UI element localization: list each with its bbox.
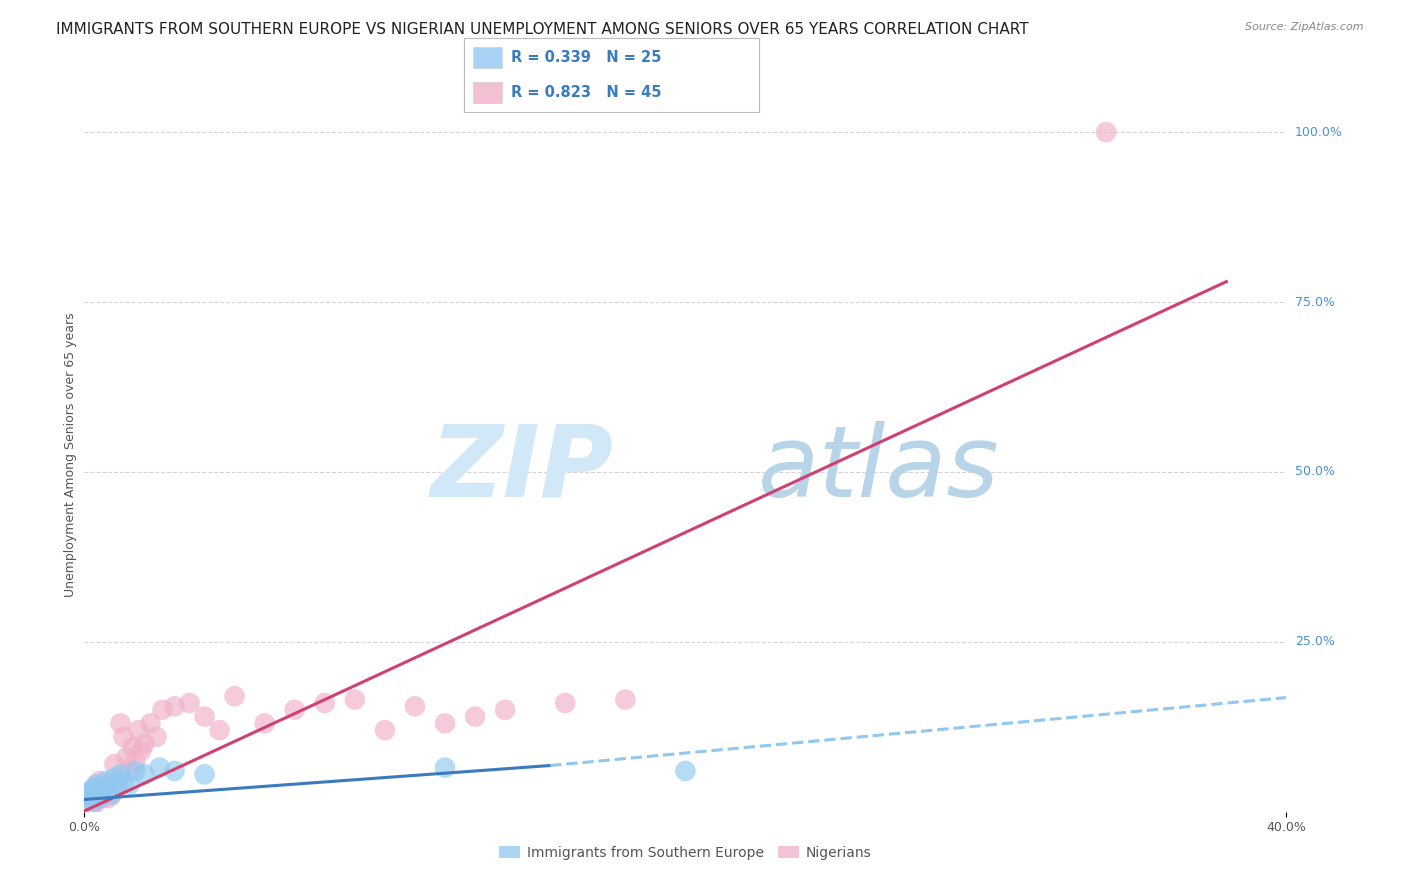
Point [404,699,426,714]
Point [494,703,516,717]
Point [127,723,149,738]
Point [253,716,276,731]
Point [434,716,457,731]
Point [118,778,141,792]
Point [194,709,217,723]
Point [82,780,104,795]
Point [103,771,125,785]
Point [82,795,104,809]
Point [100,788,122,802]
Point [89,780,111,795]
Point [163,699,186,714]
Point [91,784,114,798]
Point [82,797,104,812]
Point [343,692,366,706]
Point [131,743,153,757]
Point [121,740,143,755]
Point [163,764,186,778]
Point [89,774,111,789]
Bar [472,82,502,103]
Point [107,778,129,792]
Text: R = 0.339   N = 25: R = 0.339 N = 25 [512,50,662,65]
Text: Source: ZipAtlas.com: Source: ZipAtlas.com [1246,22,1364,32]
Point [124,764,146,778]
Point [86,795,108,809]
Point [224,689,246,703]
Point [1095,125,1118,139]
Point [86,778,108,792]
Point [97,778,120,792]
Point [139,716,162,731]
Legend: Immigrants from Southern Europe, Nigerians: Immigrants from Southern Europe, Nigeria… [494,840,877,865]
Y-axis label: Unemployment Among Seniors over 65 years: Unemployment Among Seniors over 65 years [65,312,77,598]
Bar [472,47,502,68]
Point [76,791,98,805]
Text: atlas: atlas [758,421,1000,517]
Point [79,788,101,802]
Point [112,730,135,744]
Point [86,788,108,802]
Point [284,703,307,717]
Point [94,774,117,789]
Point [79,791,101,805]
Point [145,730,167,744]
Point [103,757,125,772]
Point [194,767,217,781]
Point [179,696,201,710]
Point [614,692,637,706]
Text: 25.0%: 25.0% [1295,635,1334,648]
Point [110,767,132,781]
Point [124,754,146,768]
Point [554,696,576,710]
Point [134,737,156,751]
Point [97,780,120,795]
Point [79,795,101,809]
Point [107,780,129,795]
Point [76,788,98,802]
Point [91,791,114,805]
Point [115,750,138,764]
Point [89,788,111,802]
Text: R = 0.823   N = 45: R = 0.823 N = 45 [512,85,662,100]
Text: 75.0%: 75.0% [1295,295,1334,309]
Point [148,760,170,774]
Text: 100.0%: 100.0% [1295,126,1343,138]
Point [82,784,104,798]
Point [675,764,697,778]
Point [110,716,132,731]
Point [79,784,101,798]
Point [134,767,156,781]
Text: IMMIGRANTS FROM SOUTHERN EUROPE VS NIGERIAN UNEMPLOYMENT AMONG SENIORS OVER 65 Y: IMMIGRANTS FROM SOUTHERN EUROPE VS NIGER… [56,22,1029,37]
Point [434,760,457,774]
Text: ZIP: ZIP [430,421,613,517]
Point [374,723,396,738]
Point [100,788,122,802]
Point [314,696,336,710]
Point [94,784,117,798]
Point [152,703,174,717]
Point [208,723,231,738]
Text: 50.0%: 50.0% [1295,466,1334,478]
Point [118,764,141,778]
Point [97,791,120,805]
Point [86,788,108,802]
Point [464,709,486,723]
Point [112,774,135,789]
Point [89,791,111,805]
